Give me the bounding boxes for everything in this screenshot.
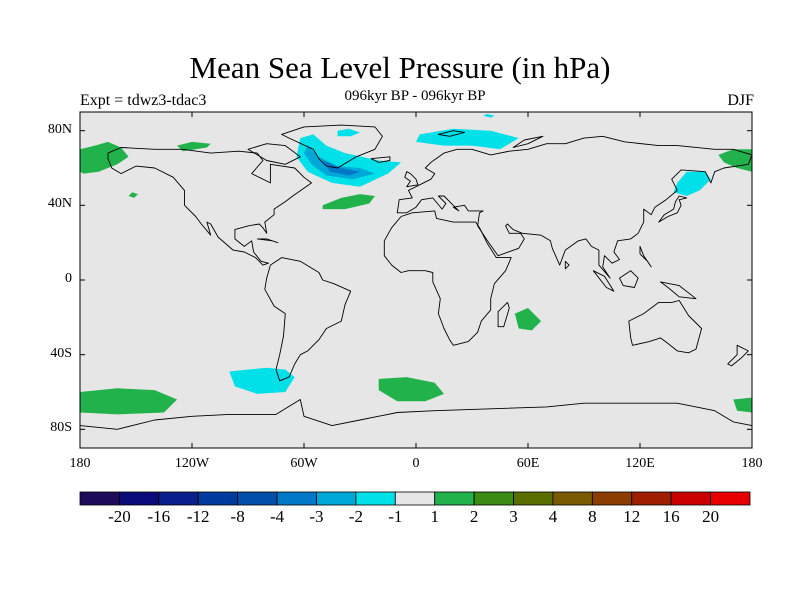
lon-tick-label: 180 bbox=[741, 456, 763, 471]
coastline-greenland bbox=[281, 124, 383, 169]
coastline-eurasia bbox=[396, 135, 752, 279]
anomaly-southern-ocean-positive-east bbox=[733, 397, 752, 413]
lon-tick-label: 120W bbox=[174, 456, 210, 471]
anomaly-central-greenland-negative bbox=[337, 128, 360, 137]
coastline-japan bbox=[658, 195, 688, 223]
anomaly-north-pacific-positive-east bbox=[718, 149, 752, 172]
colorbar-label: -12 bbox=[186, 507, 210, 526]
colorbar-swatch bbox=[394, 491, 436, 506]
colorbar-label: 2 bbox=[469, 507, 479, 526]
colorbar-swatch bbox=[158, 491, 199, 506]
anomaly-kamchatka-negative bbox=[673, 171, 711, 196]
colorbar-swatch bbox=[710, 491, 751, 506]
colorbar-swatch bbox=[79, 491, 120, 506]
coastline-svalbard bbox=[437, 130, 465, 137]
coastline-africa bbox=[383, 210, 512, 346]
coastline-australia bbox=[628, 300, 703, 354]
lon-tick-label: 60W bbox=[290, 456, 318, 471]
anomaly-southern-ocean-positive-west bbox=[80, 388, 178, 415]
lat-tick-label: 80S bbox=[50, 420, 72, 436]
coastline-novaya-zemlya bbox=[512, 135, 544, 148]
colorbar-swatch bbox=[670, 491, 711, 506]
coastline-sri-lanka bbox=[564, 260, 570, 270]
colorbar-label: -8 bbox=[230, 507, 245, 526]
colorbar-label: -2 bbox=[348, 507, 363, 526]
coastline-antarctica bbox=[80, 399, 752, 448]
lon-tick-label: 120E bbox=[625, 456, 655, 471]
colorbar-swatch bbox=[237, 491, 278, 506]
coastline-layer bbox=[80, 124, 752, 448]
anomaly-arctic-canada-positive bbox=[177, 141, 211, 152]
colorbar-swatch bbox=[631, 491, 672, 506]
colorbar-label: -3 bbox=[309, 507, 324, 526]
axis-ticks bbox=[79, 112, 753, 448]
colorbar-swatch bbox=[197, 491, 239, 506]
coastline-indonesia-borneo bbox=[619, 270, 639, 288]
lon-tick-label: 0 bbox=[412, 456, 420, 471]
coastline-new-guinea bbox=[660, 281, 697, 300]
colorbar-swatch bbox=[119, 491, 160, 506]
colorbar-swatch bbox=[355, 491, 396, 506]
lon-tick-label: 180 bbox=[69, 456, 91, 471]
colorbar-swatch bbox=[434, 491, 475, 506]
colorbar-swatch bbox=[552, 491, 593, 506]
colorbar-swatch bbox=[513, 491, 554, 506]
subtitle-label: 096kyr BP - 096kyr BP bbox=[344, 88, 486, 104]
colorbar-label: 12 bbox=[623, 507, 641, 526]
map-title: Mean Sea Level Pressure (in hPa) bbox=[189, 50, 611, 85]
anomaly-greenland-labrador-core bbox=[304, 145, 375, 180]
coastline-uk bbox=[404, 171, 419, 188]
colorbar-swatch bbox=[276, 491, 317, 506]
coastline-north-america bbox=[107, 147, 312, 266]
colorbar-label: -20 bbox=[108, 507, 131, 526]
colorbar-swatch bbox=[473, 491, 514, 506]
coastline-south-america bbox=[264, 257, 352, 382]
coastline-iceland bbox=[370, 156, 391, 163]
colorbar-label: -4 bbox=[269, 507, 285, 526]
coastline-indonesia-sumatra bbox=[592, 270, 615, 292]
lat-tick-label: 40S bbox=[50, 345, 72, 361]
lat-tick-label: 0 bbox=[65, 271, 72, 286]
colorbar-label: 4 bbox=[548, 507, 558, 526]
colorbar-label: 8 bbox=[588, 507, 597, 526]
colorbar-label: 3 bbox=[509, 507, 518, 526]
colorbar-label: 16 bbox=[662, 507, 680, 526]
lat-tick-label: 40N bbox=[47, 196, 72, 212]
anomaly-southern-ocean-positive-center bbox=[378, 377, 444, 402]
anomaly-greenland-labrador-center bbox=[322, 160, 360, 176]
coastline-madagascar bbox=[497, 301, 510, 328]
colorbar-label: 1 bbox=[430, 507, 439, 526]
lat-tick-label: 80N bbox=[47, 121, 72, 137]
anomaly-greenland-labrador-negative bbox=[296, 134, 402, 187]
pressure-anomaly-layer bbox=[80, 113, 752, 415]
colorbar-label: 20 bbox=[702, 507, 720, 526]
colorbar-swatch bbox=[591, 491, 633, 506]
colorbar-label: -16 bbox=[147, 507, 171, 526]
anomaly-north-atlantic-positive bbox=[322, 194, 375, 210]
anomaly-north-pole-negative bbox=[483, 113, 495, 118]
anomaly-drake-passage-negative bbox=[229, 367, 295, 394]
season-label: DJF bbox=[727, 92, 754, 109]
anomaly-east-africa-positive bbox=[514, 308, 542, 331]
lon-tick-label: 60E bbox=[516, 456, 540, 471]
colorbar-swatch bbox=[316, 491, 357, 506]
coastline-new-zealand bbox=[727, 344, 749, 367]
coastline-philippines bbox=[639, 245, 652, 268]
anomaly-bering-small-positive bbox=[128, 192, 138, 198]
coastline-baffin bbox=[247, 143, 301, 165]
experiment-label: Expt = tdwz3-tdac3 bbox=[80, 92, 207, 109]
colorbar-label: -1 bbox=[388, 507, 403, 526]
coastline-cuba bbox=[256, 238, 279, 244]
